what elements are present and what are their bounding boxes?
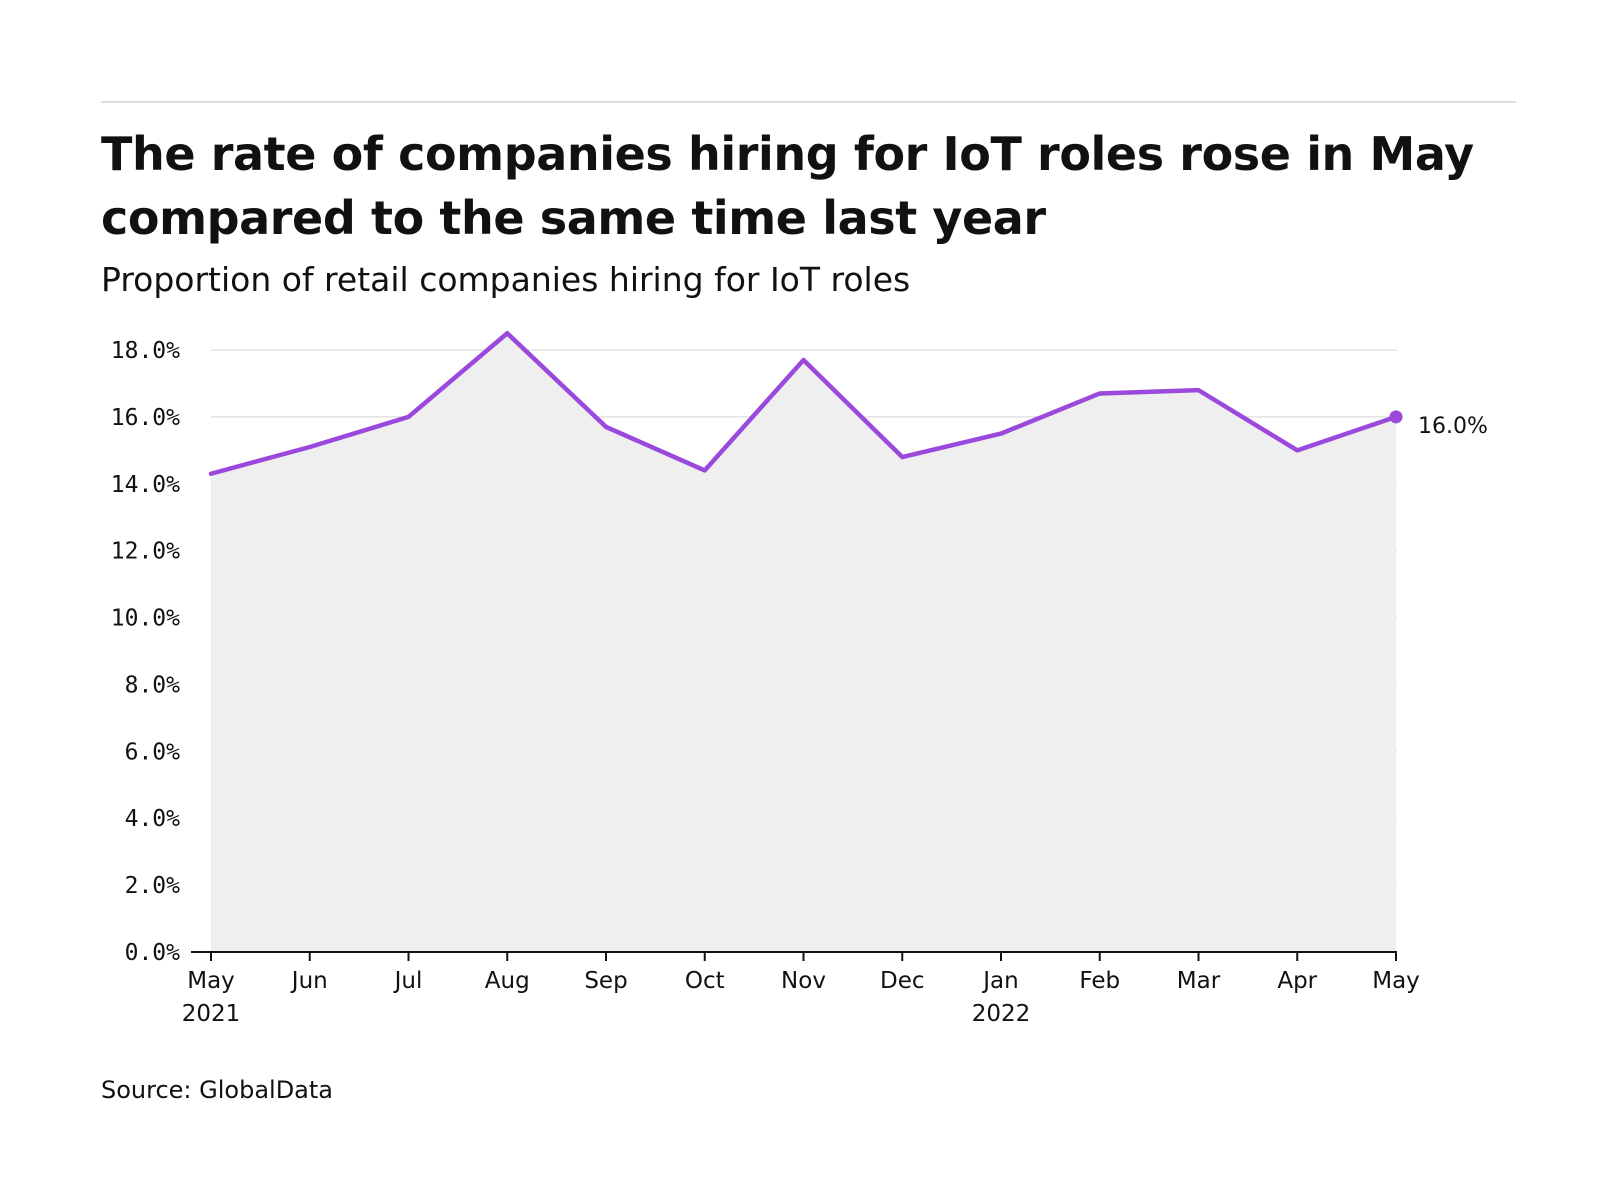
y-tick-label: 10.0%: [111, 606, 180, 632]
y-tick-label: 6.0%: [125, 739, 181, 765]
data-line: [208, 331, 1403, 476]
x-tick-label: Nov: [781, 968, 826, 994]
x-tick-label: Jun: [290, 968, 328, 994]
end-value-label: 16.0%: [1418, 414, 1488, 439]
x-tick-label: May 2021: [182, 968, 241, 1027]
source-note: Source: GlobalData: [101, 1076, 334, 1104]
y-tick-label: 0.0%: [125, 940, 181, 966]
y-tick-label: 18.0%: [111, 338, 180, 364]
x-tick-label: Mar: [1177, 968, 1221, 994]
y-tick-label: 4.0%: [125, 806, 181, 832]
end-point-marker: [1389, 410, 1403, 424]
y-tick-label: 16.0%: [111, 405, 180, 431]
x-tick-label: Jul: [393, 968, 423, 994]
y-tick-label: 14.0%: [111, 472, 180, 498]
chart-title: The rate of companies hiring for IoT rol…: [101, 127, 1474, 245]
y-tick-label: 12.0%: [111, 539, 180, 565]
x-tick-label: Sep: [584, 968, 627, 994]
chart-subtitle: Proportion of retail companies hiring fo…: [101, 260, 911, 299]
x-tick-label: Feb: [1079, 968, 1120, 994]
y-tick-labels: 0.0% 2.0% 4.0% 6.0% 8.0% 10.0% 12.0% 14.0% 16.0%…: [111, 338, 180, 966]
x-tick-label: Dec: [880, 968, 925, 994]
x-tick-labels: May 2021 Jun Jul Aug Sep Oct Nov Dec Jan 2022 Feb Ma…: [182, 968, 1420, 1027]
y-tick-label: 8.0%: [125, 672, 181, 698]
x-tick-label: May: [1372, 968, 1420, 994]
x-tick-label: Apr: [1277, 968, 1317, 994]
y-tick-label: 2.0%: [125, 873, 181, 899]
x-tick-label: Oct: [685, 968, 725, 994]
x-axis: [191, 951, 1397, 961]
area-fill: [211, 333, 1396, 952]
data-labels: 16.0%: [1418, 414, 1488, 439]
area-under-line: [211, 333, 1396, 952]
x-tick-label: Jan 2022: [972, 968, 1031, 1027]
x-tick-label: Aug: [485, 968, 530, 994]
series-line: [208, 331, 1399, 476]
top-divider: [101, 101, 1516, 103]
